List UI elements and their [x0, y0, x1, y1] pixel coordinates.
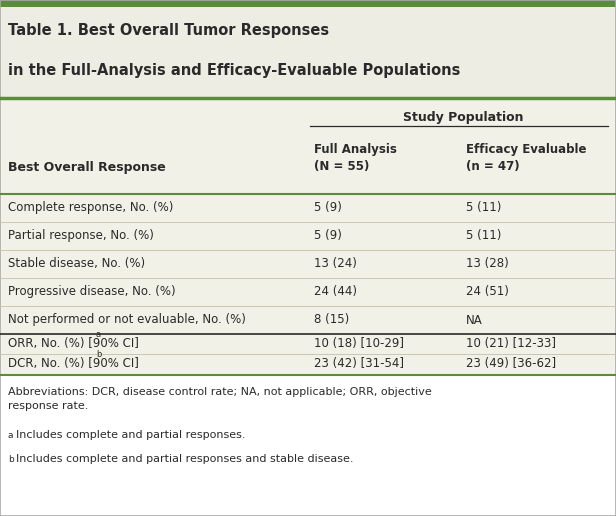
- Text: ORR, No. (%) [90% CI]: ORR, No. (%) [90% CI]: [8, 337, 139, 350]
- Bar: [0, 98, 616, 375]
- Text: Table 1. Best Overall Tumor Responses: Table 1. Best Overall Tumor Responses: [8, 23, 329, 38]
- Text: 13 (24): 13 (24): [314, 257, 357, 270]
- Text: 8 (15): 8 (15): [314, 314, 349, 327]
- Text: b: b: [8, 455, 14, 464]
- Text: Progressive disease, No. (%): Progressive disease, No. (%): [8, 285, 176, 298]
- Text: 23 (49) [36-62]: 23 (49) [36-62]: [466, 358, 556, 370]
- Text: 13 (28): 13 (28): [466, 257, 509, 270]
- Bar: [0, 7, 616, 98]
- Text: Not performed or not evaluable, No. (%): Not performed or not evaluable, No. (%): [8, 314, 246, 327]
- Bar: [0, 375, 616, 516]
- Text: Stable disease, No. (%): Stable disease, No. (%): [8, 257, 145, 270]
- Text: Partial response, No. (%): Partial response, No. (%): [8, 230, 154, 243]
- Bar: [0, 0, 616, 7]
- Text: 10 (18) [10-29]: 10 (18) [10-29]: [314, 337, 404, 350]
- Text: Study Population: Study Population: [403, 111, 523, 124]
- Text: Efficacy Evaluable
(n = 47): Efficacy Evaluable (n = 47): [466, 143, 586, 173]
- Text: Full Analysis
(N = 55): Full Analysis (N = 55): [314, 143, 397, 173]
- Text: in the Full-Analysis and Efficacy-Evaluable Populations: in the Full-Analysis and Efficacy-Evalua…: [8, 62, 460, 77]
- Text: 24 (51): 24 (51): [466, 285, 509, 298]
- Text: Includes complete and partial responses.: Includes complete and partial responses.: [16, 430, 246, 440]
- Text: 5 (11): 5 (11): [466, 202, 501, 215]
- Text: Complete response, No. (%): Complete response, No. (%): [8, 202, 173, 215]
- Text: 5 (11): 5 (11): [466, 230, 501, 243]
- Text: 23 (42) [31-54]: 23 (42) [31-54]: [314, 358, 404, 370]
- Text: NA: NA: [466, 314, 483, 327]
- Text: 24 (44): 24 (44): [314, 285, 357, 298]
- Text: Includes complete and partial responses and stable disease.: Includes complete and partial responses …: [16, 454, 354, 464]
- Text: 10 (21) [12-33]: 10 (21) [12-33]: [466, 337, 556, 350]
- Text: DCR, No. (%) [90% CI]: DCR, No. (%) [90% CI]: [8, 358, 139, 370]
- Text: 5 (9): 5 (9): [314, 202, 342, 215]
- Text: Abbreviations: DCR, disease control rate; NA, not applicable; ORR, objective
res: Abbreviations: DCR, disease control rate…: [8, 387, 432, 411]
- Text: Best Overall Response: Best Overall Response: [8, 162, 166, 174]
- Text: 5 (9): 5 (9): [314, 230, 342, 243]
- Text: b: b: [96, 350, 102, 359]
- Text: a: a: [8, 431, 14, 440]
- Text: a: a: [96, 330, 101, 339]
